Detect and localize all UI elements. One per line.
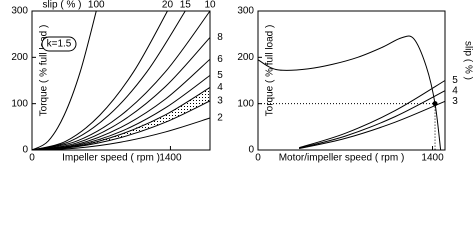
plot-frame — [31, 10, 211, 151]
right-label: slip ( % ) — [462, 41, 473, 80]
x-tick-label: 0 — [255, 153, 261, 164]
curve — [299, 100, 446, 150]
series-label: 3 — [217, 96, 223, 107]
curve — [31, 10, 186, 151]
y-tick-label: 100 — [11, 98, 28, 109]
curve — [31, 10, 168, 151]
curve — [31, 100, 211, 151]
y-tick-label: 0 — [22, 145, 28, 156]
curve — [31, 10, 97, 151]
curve — [31, 10, 211, 151]
annotation-box — [41, 36, 77, 52]
y-axis-label: Torque ( % full load ) — [39, 25, 50, 117]
x-tick-label: 1400 — [421, 153, 444, 164]
series-label: 10 — [204, 0, 216, 11]
top-label: slip ( % ) — [43, 0, 82, 11]
y-tick-label: 300 — [237, 6, 254, 17]
curve — [31, 87, 211, 151]
series-label: 5 — [217, 70, 223, 81]
curve — [298, 80, 446, 149]
y-tick-label: 200 — [11, 52, 28, 63]
series-label: 20 — [162, 0, 174, 11]
y-tick-label: 200 — [237, 52, 254, 63]
annotation: k=1.5 — [47, 39, 72, 50]
operating-point — [432, 101, 438, 107]
series-label: 100 — [88, 0, 105, 11]
x-tick-label: 0 — [29, 153, 35, 164]
series-label: 15 — [180, 0, 192, 11]
y-tick-label: 300 — [11, 6, 28, 17]
y-axis-label: Torque ( % full load ) — [265, 25, 276, 117]
x-axis-label: Motor/impeller speed ( rpm ) — [279, 153, 405, 164]
series-label: 4 — [452, 85, 458, 96]
series-label: 8 — [217, 32, 223, 43]
y-tick-label: 100 — [237, 98, 254, 109]
series-label: 4 — [217, 82, 223, 93]
series-label: 5 — [452, 75, 458, 86]
curve — [31, 37, 211, 151]
series-label: 3 — [452, 96, 458, 107]
shaded-band — [32, 87, 210, 150]
curve — [257, 35, 442, 151]
plot-frame — [257, 10, 446, 151]
y-tick-label: 0 — [248, 145, 254, 156]
series-label: 2 — [217, 113, 223, 124]
x-tick-label: 1400 — [159, 153, 182, 164]
curve — [31, 117, 211, 151]
series-label: 6 — [217, 54, 223, 65]
x-axis-label: Impeller speed ( rpm ) — [62, 153, 160, 164]
curve — [31, 74, 211, 151]
curve — [299, 90, 446, 149]
